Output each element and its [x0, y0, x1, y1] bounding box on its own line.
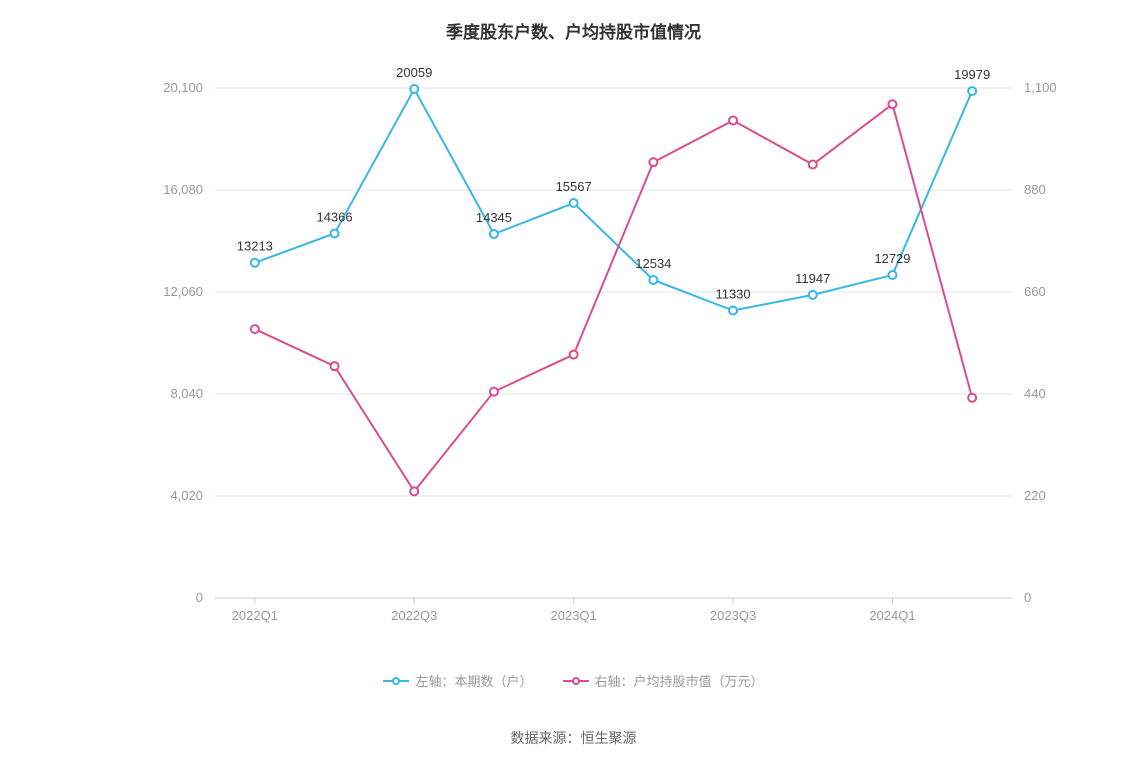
series-marker-avg_value: [888, 100, 896, 108]
x-tick-label: 2022Q3: [391, 608, 437, 623]
data-label-shareholders: 20059: [396, 65, 432, 80]
series-line-avg_value: [255, 104, 972, 491]
series-marker-avg_value: [410, 487, 418, 495]
series-marker-shareholders: [490, 230, 498, 238]
chart-legend: 左轴：本期数（户） 右轴：户均持股市值（万元）: [0, 671, 1147, 690]
y-right-tick-label: 0: [1024, 590, 1031, 605]
x-tick-label: 2023Q1: [551, 608, 597, 623]
data-label-shareholders: 13213: [237, 239, 273, 254]
series-marker-avg_value: [490, 388, 498, 396]
data-label-shareholders: 12534: [635, 256, 671, 271]
y-left-tick-label: 4,020: [170, 488, 203, 503]
x-tick-label: 2022Q1: [232, 608, 278, 623]
data-label-shareholders: 11330: [715, 287, 750, 302]
series-marker-avg_value: [968, 394, 976, 402]
data-label-shareholders: 15567: [556, 179, 592, 194]
y-right-tick-label: 220: [1024, 488, 1046, 503]
y-right-tick-label: 1,100: [1024, 80, 1057, 95]
series-marker-shareholders: [888, 271, 896, 279]
legend-item-shareholders[interactable]: 左轴：本期数（户）: [383, 671, 532, 690]
series-marker-shareholders: [570, 199, 578, 207]
chart-svg: 0 4,020 8,040 12,060 16,080 20,100 0 220 440 660 8…: [0, 63, 1147, 643]
legend-swatch-icon: [383, 676, 409, 686]
y-left-tick-label: 8,040: [170, 386, 203, 401]
y-left-tick-label: 12,060: [163, 284, 203, 299]
legend-item-avg_value[interactable]: 右轴：户均持股市值（万元）: [563, 671, 764, 690]
series-marker-avg_value: [251, 325, 259, 333]
legend-label: 左轴：本期数（户）: [415, 671, 532, 690]
series-marker-avg_value: [331, 362, 339, 370]
y-left-tick-label: 20,100: [163, 80, 203, 95]
data-label-shareholders: 14345: [476, 210, 512, 225]
series-line-shareholders: [255, 89, 972, 310]
x-tick-label: 2024Q1: [869, 608, 915, 623]
y-right-tick-label: 660: [1024, 284, 1046, 299]
data-source-label: 数据来源：恒生聚源: [0, 728, 1147, 748]
series-marker-shareholders: [809, 291, 817, 299]
series-marker-shareholders: [968, 87, 976, 95]
chart-title: 季度股东户数、户均持股市值情况: [0, 18, 1147, 43]
data-label-shareholders: 11947: [795, 271, 830, 286]
legend-swatch-icon: [563, 676, 589, 686]
y-left-tick-label: 16,080: [163, 182, 203, 197]
series-marker-avg_value: [809, 161, 817, 169]
data-label-shareholders: 19979: [954, 67, 990, 82]
y-left-tick-label: 0: [196, 590, 203, 605]
data-label-shareholders: 14366: [316, 209, 352, 224]
series-marker-shareholders: [331, 229, 339, 237]
series-marker-shareholders: [649, 276, 657, 284]
series-marker-avg_value: [649, 158, 657, 166]
series-marker-shareholders: [410, 85, 418, 93]
chart-plot-area: 0 4,020 8,040 12,060 16,080 20,100 0 220 440 660 8…: [0, 63, 1147, 643]
series-marker-shareholders: [729, 307, 737, 315]
y-right-tick-label: 880: [1024, 182, 1046, 197]
y-right-tick-label: 440: [1024, 386, 1046, 401]
data-label-shareholders: 12729: [874, 251, 910, 266]
series-marker-avg_value: [729, 116, 737, 124]
chart-container: 季度股东户数、户均持股市值情况 0 4,020 8,040 12,060 16,080 2…: [0, 0, 1147, 776]
legend-label: 右轴：户均持股市值（万元）: [595, 671, 764, 690]
series-marker-shareholders: [251, 259, 259, 267]
series-marker-avg_value: [570, 351, 578, 359]
x-tick-label: 2023Q3: [710, 608, 756, 623]
